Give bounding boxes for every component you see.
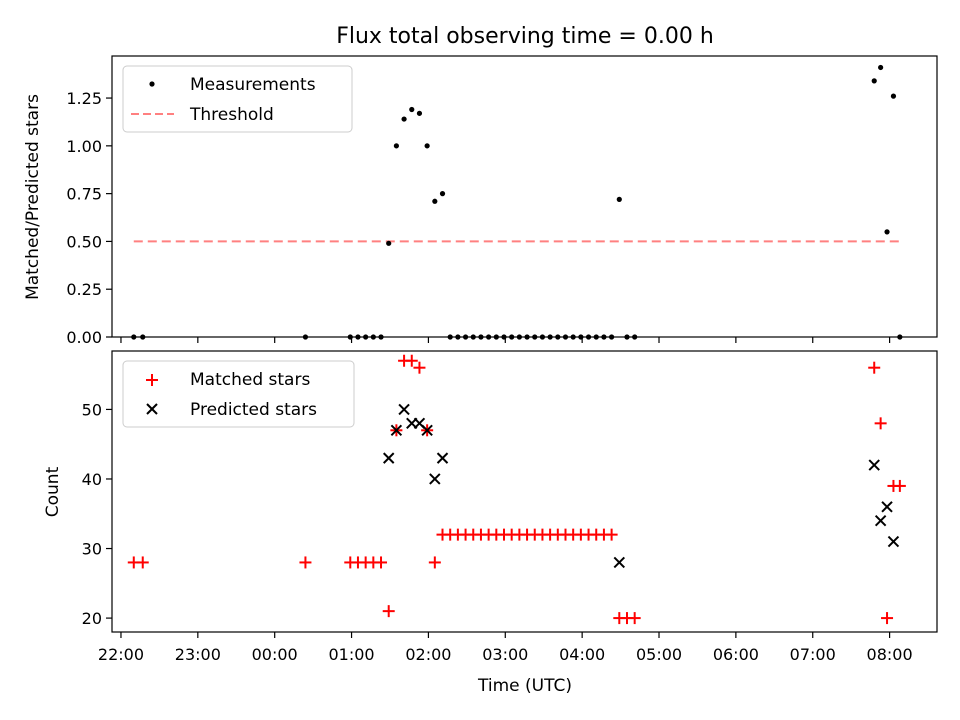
matched-star-point bbox=[893, 479, 906, 492]
predicted-star-point bbox=[429, 473, 441, 485]
chart-title: Flux total observing time = 0.00 h bbox=[336, 24, 714, 49]
predicted-star-point bbox=[398, 403, 410, 416]
measurement-point bbox=[424, 143, 430, 149]
bottom-y-tick-label: 40 bbox=[82, 470, 102, 489]
top-legend-box bbox=[122, 65, 353, 133]
measurement-point bbox=[884, 229, 890, 235]
bottom-y-axis-label: Count bbox=[43, 466, 63, 517]
measurement-point bbox=[871, 78, 877, 84]
x-tick-label: 00:00 bbox=[252, 645, 298, 664]
matched-star-point bbox=[375, 556, 388, 569]
x-tick-label: 23:00 bbox=[175, 645, 221, 664]
x-tick-label: 08:00 bbox=[867, 645, 913, 664]
measurement-point bbox=[393, 143, 399, 149]
top-axes-frame bbox=[111, 55, 938, 338]
matched-star-point bbox=[382, 605, 395, 618]
top-y-tick-label: 1.25 bbox=[66, 89, 102, 108]
predicted-star-point bbox=[436, 452, 449, 464]
predicted-star-point bbox=[887, 535, 900, 548]
legend-matched-marker bbox=[146, 374, 158, 386]
x-tick-label: 22:00 bbox=[98, 645, 144, 664]
predicted-star-point bbox=[390, 424, 403, 436]
bottom-y-ticks: 20 30 40 50 bbox=[82, 400, 112, 628]
measurement-point bbox=[401, 116, 407, 122]
top-panel: Flux total observing time = 0.00 h Match… bbox=[23, 24, 938, 347]
top-y-tick-label: 0.00 bbox=[66, 328, 102, 347]
measurement-point bbox=[416, 110, 423, 116]
legend-measurements-label: Measurements bbox=[190, 75, 316, 95]
matched-star-point bbox=[605, 528, 618, 541]
predicted-star-point bbox=[613, 556, 626, 569]
matched-star-point bbox=[868, 361, 881, 374]
top-y-tick-label: 0.75 bbox=[66, 185, 102, 204]
top-y-tick-label: 1.00 bbox=[66, 137, 102, 156]
legend-measurements-marker bbox=[149, 81, 155, 87]
top-y-axis-label: Matched/Predicted stars bbox=[23, 94, 43, 300]
legend-predicted-label: Predicted stars bbox=[190, 400, 317, 420]
bottom-legend-box bbox=[122, 360, 355, 428]
predicted-star-point bbox=[383, 452, 395, 464]
legend-predicted-marker bbox=[146, 403, 158, 415]
predicted-star-point bbox=[874, 515, 887, 527]
predicted-star-point bbox=[421, 424, 433, 436]
top-y-tick-label: 0.25 bbox=[66, 280, 102, 299]
measurement-point bbox=[432, 198, 438, 204]
matched-star-point bbox=[881, 612, 894, 625]
bottom-y-tick-label: 30 bbox=[82, 540, 102, 559]
x-tick-label: 05:00 bbox=[636, 645, 682, 664]
predicted-star-point bbox=[868, 459, 880, 471]
matched-star-point bbox=[413, 361, 426, 374]
predicted-star-point bbox=[881, 501, 893, 513]
measurement-point bbox=[409, 106, 415, 113]
bottom-legend: Matched stars Predicted stars bbox=[122, 360, 355, 428]
measurement-point bbox=[890, 93, 897, 99]
matched-star-point bbox=[874, 417, 887, 430]
top-y-tick-label: 0.50 bbox=[66, 232, 102, 251]
matched-star-point bbox=[299, 556, 312, 569]
matched-star-point bbox=[428, 556, 441, 569]
matched-star-point bbox=[628, 612, 641, 625]
legend-threshold-label: Threshold bbox=[189, 105, 274, 125]
top-y-ticks: 0.00 0.25 0.50 0.75 1.00 1.25 bbox=[66, 89, 112, 347]
x-tick-label: 01:00 bbox=[329, 645, 375, 664]
x-tick-label: 04:00 bbox=[559, 645, 605, 664]
matched-star-point bbox=[136, 556, 149, 569]
top-plot-area bbox=[131, 64, 903, 340]
measurement-point bbox=[878, 64, 884, 71]
bottom-plot-area bbox=[127, 354, 906, 625]
x-tick-label: 06:00 bbox=[713, 645, 759, 664]
x-tick-label: 02:00 bbox=[405, 645, 451, 664]
measurement-point bbox=[386, 240, 392, 246]
bottom-axes-frame bbox=[111, 350, 938, 633]
legend-matched-label: Matched stars bbox=[190, 370, 310, 390]
bottom-panel: Count Time (UTC) 20 30 40 50 22:00 23:00 00:0… bbox=[43, 350, 938, 696]
x-tick-label: 03:00 bbox=[482, 645, 528, 664]
measurement-point bbox=[616, 196, 622, 202]
bottom-y-tick-label: 50 bbox=[82, 400, 102, 419]
bottom-y-tick-label: 20 bbox=[82, 609, 102, 628]
matched-star-point bbox=[405, 354, 418, 367]
x-axis-label: Time (UTC) bbox=[477, 676, 572, 696]
bottom-x-ticks: 22:00 23:00 00:00 01:00 02:00 03:00 04:00 05:00… bbox=[98, 632, 913, 664]
measurement-point bbox=[439, 191, 446, 197]
x-tick-label: 07:00 bbox=[790, 645, 836, 664]
top-legend: Measurements Threshold bbox=[122, 65, 353, 133]
